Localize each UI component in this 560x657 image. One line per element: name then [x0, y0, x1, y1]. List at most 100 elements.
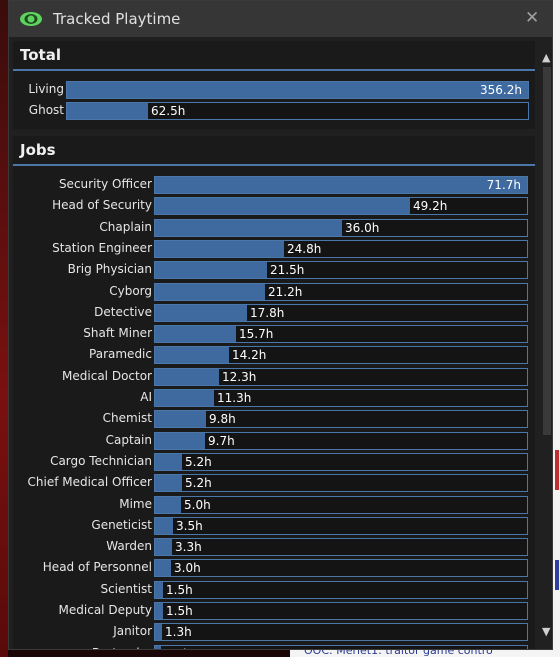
- playtime-row: Cargo Technician 5.2h: [13, 452, 535, 471]
- progress-fill: [155, 304, 247, 321]
- progress-bar: 12.3h: [154, 367, 528, 386]
- chat-panel-edge: [553, 0, 560, 657]
- playtime-row: Head of Personnel 3.0h: [13, 559, 535, 578]
- playtime-row: Ghost 62.5h: [13, 102, 535, 120]
- progress-bar: 49.2h: [154, 197, 528, 216]
- row-label: Brig Physician: [67, 262, 152, 277]
- progress-fill: [155, 177, 527, 193]
- progress-fill: [155, 411, 206, 428]
- row-value: 12.3h: [222, 369, 257, 384]
- row-value: 15.7h: [239, 327, 274, 342]
- progress-bar: 21.2h: [154, 282, 528, 301]
- playtime-row: Detective 17.8h: [13, 303, 535, 322]
- row-value: 3.0h: [174, 561, 201, 576]
- progress-fill: [155, 240, 284, 257]
- playtime-row: Brig Physician 21.5h: [13, 261, 535, 280]
- row-value: 5.0h: [184, 497, 211, 512]
- playtime-row: Living 356.2h: [13, 81, 535, 99]
- progress-bar: 5.0h: [154, 495, 528, 514]
- progress-bar: 14.2h: [154, 346, 528, 365]
- row-label: Chaplain: [99, 219, 152, 234]
- row-label: Bartender: [92, 646, 152, 649]
- window-title: Tracked Playtime: [53, 10, 181, 28]
- playtime-row: Medical Doctor 12.3h: [13, 367, 535, 386]
- row-value: 1.3h: [165, 625, 192, 640]
- progress-fill: [155, 198, 410, 215]
- row-value: 17.8h: [250, 305, 285, 320]
- progress-bar: 3.0h: [154, 559, 528, 578]
- playtime-row: AI 11.3h: [13, 389, 535, 407]
- progress-fill: [155, 326, 236, 343]
- row-value: 62.5h: [151, 104, 186, 118]
- row-label: Scientist: [100, 581, 152, 596]
- progress-bar: 5.2h: [154, 452, 528, 471]
- progress-bar: 71.7h: [154, 176, 528, 194]
- row-value: 21.2h: [268, 284, 303, 299]
- row-label: Shaft Miner: [83, 326, 152, 341]
- scroll-down-button[interactable]: ▼: [542, 625, 551, 638]
- eye-icon: [20, 12, 42, 26]
- progress-fill: [155, 432, 205, 449]
- row-label: Head of Security: [52, 198, 152, 213]
- window-content: ▲ ▼ Total Living 356.2h Ghost 62.5h Jobs Se…: [9, 37, 552, 649]
- progress-bar: 9.8h: [154, 410, 528, 429]
- progress-bar: 21.5h: [154, 261, 528, 280]
- playtime-row: Chief Medical Officer 5.2h: [13, 474, 535, 493]
- total-section: Living 356.2h Ghost 62.5h: [13, 71, 535, 129]
- jobs-section: Security Officer 71.7h Head of Security 49.…: [13, 166, 535, 649]
- playtime-row: Mime 5.0h: [13, 495, 535, 514]
- game-background-left: [0, 0, 8, 657]
- chat-line: OOC: Merlet1: traitor game contro: [304, 646, 493, 657]
- progress-fill: [155, 283, 265, 300]
- row-value: 5.2h: [185, 476, 212, 491]
- row-label: Cyborg: [109, 283, 152, 298]
- row-label: Geneticist: [91, 517, 152, 532]
- playtime-window: Tracked Playtime ✕ ▲ ▼ Total Living 356.2…: [8, 0, 553, 650]
- row-value: 3.3h: [175, 540, 202, 555]
- playtime-row: Janitor 1.3h: [13, 623, 535, 642]
- progress-bar: 3.3h: [154, 538, 528, 557]
- scrollbar-thumb[interactable]: [543, 67, 551, 435]
- row-label: Living: [28, 82, 64, 96]
- progress-bar: 1.2h: [154, 644, 528, 649]
- playtime-row: Station Engineer 24.8h: [13, 239, 535, 258]
- close-button[interactable]: ✕: [525, 8, 540, 28]
- playtime-row: Security Officer 71.7h: [13, 176, 535, 194]
- progress-bar: 17.8h: [154, 303, 528, 322]
- scroll-up-button[interactable]: ▲: [542, 51, 551, 64]
- progress-fill: [155, 390, 214, 406]
- row-value: 1.5h: [166, 582, 193, 597]
- row-label: Medical Doctor: [62, 368, 152, 383]
- progress-fill: [155, 517, 173, 534]
- progress-fill: [155, 624, 162, 641]
- progress-bar: 24.8h: [154, 239, 528, 258]
- row-label: Cargo Technician: [50, 453, 152, 468]
- row-label: Station Engineer: [52, 240, 152, 255]
- row-value: 1.5h: [166, 604, 193, 618]
- row-value: 21.5h: [270, 263, 305, 278]
- progress-fill: [155, 539, 172, 556]
- row-label: Head of Personnel: [42, 560, 152, 575]
- playtime-row: Bartender 1.2h: [13, 644, 535, 649]
- row-label: Security Officer: [58, 177, 152, 191]
- row-value: 356.2h: [480, 83, 522, 97]
- progress-bar: 1.3h: [154, 623, 528, 642]
- row-value: 3.5h: [176, 518, 203, 533]
- jobs-section-header: Jobs: [13, 136, 535, 166]
- progress-fill: [155, 475, 182, 492]
- progress-fill: [155, 581, 163, 598]
- title-bar[interactable]: Tracked Playtime ✕: [9, 1, 552, 37]
- row-label: Chief Medical Officer: [27, 475, 153, 490]
- progress-bar: 9.7h: [154, 431, 528, 450]
- progress-bar: 356.2h: [66, 81, 529, 99]
- row-value: 9.7h: [208, 433, 235, 448]
- row-label: Warden: [106, 539, 152, 554]
- row-value: 71.7h: [486, 178, 521, 192]
- progress-bar: 11.3h: [154, 389, 528, 407]
- progress-fill: [155, 496, 181, 513]
- progress-bar: 36.0h: [154, 218, 528, 237]
- chat-panel-bottom: OOC: Merlet1: traitor game contro: [290, 646, 560, 657]
- progress-bar: 62.5h: [66, 102, 529, 120]
- progress-bar: 5.2h: [154, 474, 528, 493]
- row-value: 49.2h: [413, 199, 448, 214]
